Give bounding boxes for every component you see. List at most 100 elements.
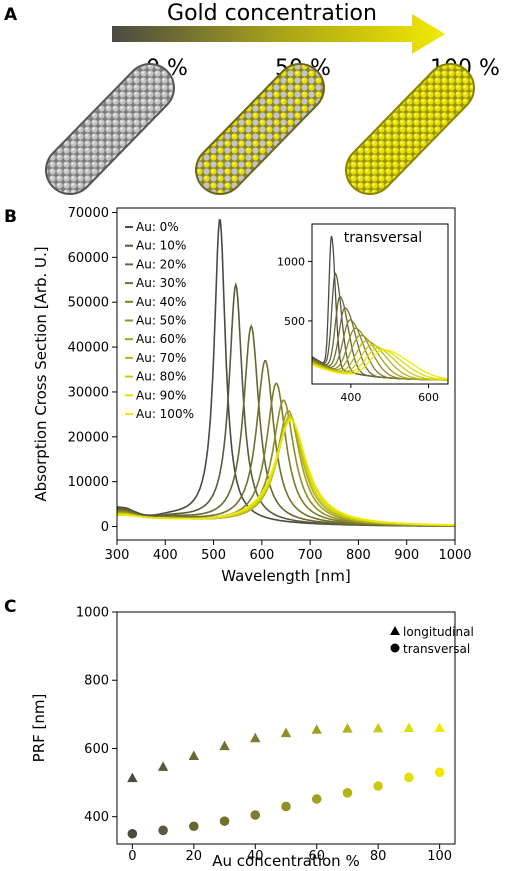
legend-label: Au: 90%	[136, 388, 186, 402]
prf-x-label: Au concentration %	[212, 852, 359, 870]
prf-y-tick-label: 800	[84, 674, 109, 689]
panel-a-letter: A	[4, 5, 18, 25]
legend-label: Au: 0%	[136, 220, 179, 234]
absorption-y-label: Absorption Cross Section [Arb. U.]	[32, 246, 50, 501]
legend-label: Au: 80%	[136, 370, 186, 384]
absorption-chart: 300 400 500 600 700 800 900 1000 0 10000 20000 300…	[32, 206, 472, 585]
absorption-x-label: Wavelength [nm]	[221, 567, 351, 585]
legend-label: longitudinal	[403, 625, 474, 639]
legend-label: Au: 60%	[136, 332, 186, 346]
prf-x-tick-label: 60	[308, 849, 325, 864]
transversal-point	[404, 772, 414, 783]
longitudinal-point	[127, 772, 138, 783]
inset-series-line	[311, 349, 449, 380]
legend-label: Au: 40%	[136, 295, 186, 309]
y-tick-label: 20000	[68, 430, 109, 445]
panel-c-letter: C	[4, 597, 16, 617]
prf-x-tick-label: 80	[370, 849, 387, 864]
prf-chart: 0 20 40 60 80 100 400 600 800 1000 Au concentrat…	[30, 606, 474, 871]
nanorod-gold	[345, 63, 475, 195]
y-tick-label: 60000	[68, 251, 109, 266]
legend-label: Au: 30%	[136, 276, 186, 290]
gold-concentration-arrow	[112, 14, 445, 54]
longitudinal-point	[403, 722, 415, 732]
absorption-series-lines	[116, 219, 456, 527]
x-tick-label: 600	[249, 548, 274, 563]
inset-x-ticks: 400 600	[340, 384, 439, 404]
longitudinal-point	[311, 724, 322, 734]
y-tick-label: 10000	[68, 475, 109, 490]
x-tick-label: 400	[153, 548, 178, 563]
legend-label: Au: 70%	[136, 351, 186, 365]
legend-triangle-marker	[390, 626, 400, 635]
legend-label: Au: 20%	[136, 257, 186, 271]
nanorod-gray	[45, 63, 175, 195]
absorption-y-ticks: 0 10000 20000 30000 40000 50000 60000 70000	[68, 206, 117, 535]
y-tick-label: 70000	[68, 206, 109, 221]
x-tick-label: 900	[394, 548, 419, 563]
absorption-series-line	[117, 419, 455, 526]
longitudinal-point	[372, 722, 384, 733]
prf-y-label: PRF [nm]	[30, 694, 48, 763]
arrow-label: Gold concentration	[167, 1, 377, 26]
transversal-inset-chart: 400 600 500 1000 transversal	[277, 223, 449, 404]
x-tick-label: 700	[298, 548, 323, 563]
prf-x-tick-label: 0	[128, 849, 136, 864]
transversal-point	[373, 781, 383, 791]
absorption-series-line	[117, 417, 455, 526]
y-tick-label: 30000	[68, 385, 109, 400]
prf-x-tick-label: 40	[247, 849, 264, 864]
prf-legend: longitudinal transversal	[390, 625, 474, 656]
y-tick-label: 50000	[68, 296, 109, 311]
inset-y-tick-label: 500	[284, 315, 305, 328]
longitudinal-point	[157, 761, 169, 771]
absorption-series-line	[117, 416, 455, 527]
x-tick-label: 1000	[438, 548, 471, 563]
transversal-point	[311, 794, 322, 804]
prf-y-ticks: 400 600 800 1000	[76, 606, 117, 825]
longitudinal-point	[250, 732, 261, 743]
x-tick-label: 800	[346, 548, 371, 563]
prf-x-tick-label: 100	[427, 849, 452, 864]
longitudinal-point	[219, 740, 230, 751]
transversal-point	[281, 801, 291, 812]
absorption-legend: Au: 0% Au: 10% Au: 20% Au: 30% Au: 40% Au: 50…	[125, 220, 194, 421]
inset-title: transversal	[344, 230, 422, 246]
inset-x-tick-label: 600	[418, 391, 439, 404]
longitudinal-point	[342, 723, 353, 733]
panel-b-letter: B	[4, 207, 17, 227]
inset-series-lines	[311, 235, 449, 381]
legend-label: Au: 100%	[136, 407, 194, 421]
legend-circle-marker	[390, 643, 400, 653]
legend-label: transversal	[403, 642, 470, 656]
inset-y-tick-label: 1000	[277, 255, 305, 268]
transversal-point	[434, 767, 445, 778]
legend-label: Au: 50%	[136, 314, 186, 328]
longitudinal-point	[434, 722, 445, 732]
prf-points	[127, 722, 445, 839]
prf-y-tick-label: 1000	[76, 606, 109, 621]
transversal-point	[127, 828, 138, 839]
prf-x-ticks: 0 20 40 60 80 100	[128, 844, 452, 864]
nanorod-mixed	[195, 63, 325, 195]
inset-x-tick-label: 400	[340, 391, 361, 404]
y-tick-label: 0	[101, 520, 109, 535]
transversal-point	[250, 810, 261, 820]
prf-x-tick-label: 20	[186, 849, 203, 864]
prf-plot-frame	[116, 611, 456, 845]
transversal-point	[189, 821, 199, 832]
absorption-x-ticks: 300 400 500 600 700 800 900 1000	[105, 540, 472, 563]
longitudinal-point	[188, 750, 200, 760]
prf-y-tick-label: 600	[84, 742, 109, 757]
transversal-point	[158, 825, 168, 836]
x-tick-label: 500	[201, 548, 226, 563]
inset-y-ticks: 500 1000	[277, 255, 312, 328]
transversal-point	[219, 816, 230, 826]
absorption-plot-frame	[116, 207, 456, 541]
longitudinal-point	[280, 727, 292, 738]
absorption-series-line	[117, 414, 455, 527]
prf-y-tick-label: 400	[84, 810, 109, 825]
transversal-point	[342, 788, 353, 798]
legend-label: Au: 10%	[136, 239, 186, 253]
y-tick-label: 40000	[68, 341, 109, 356]
